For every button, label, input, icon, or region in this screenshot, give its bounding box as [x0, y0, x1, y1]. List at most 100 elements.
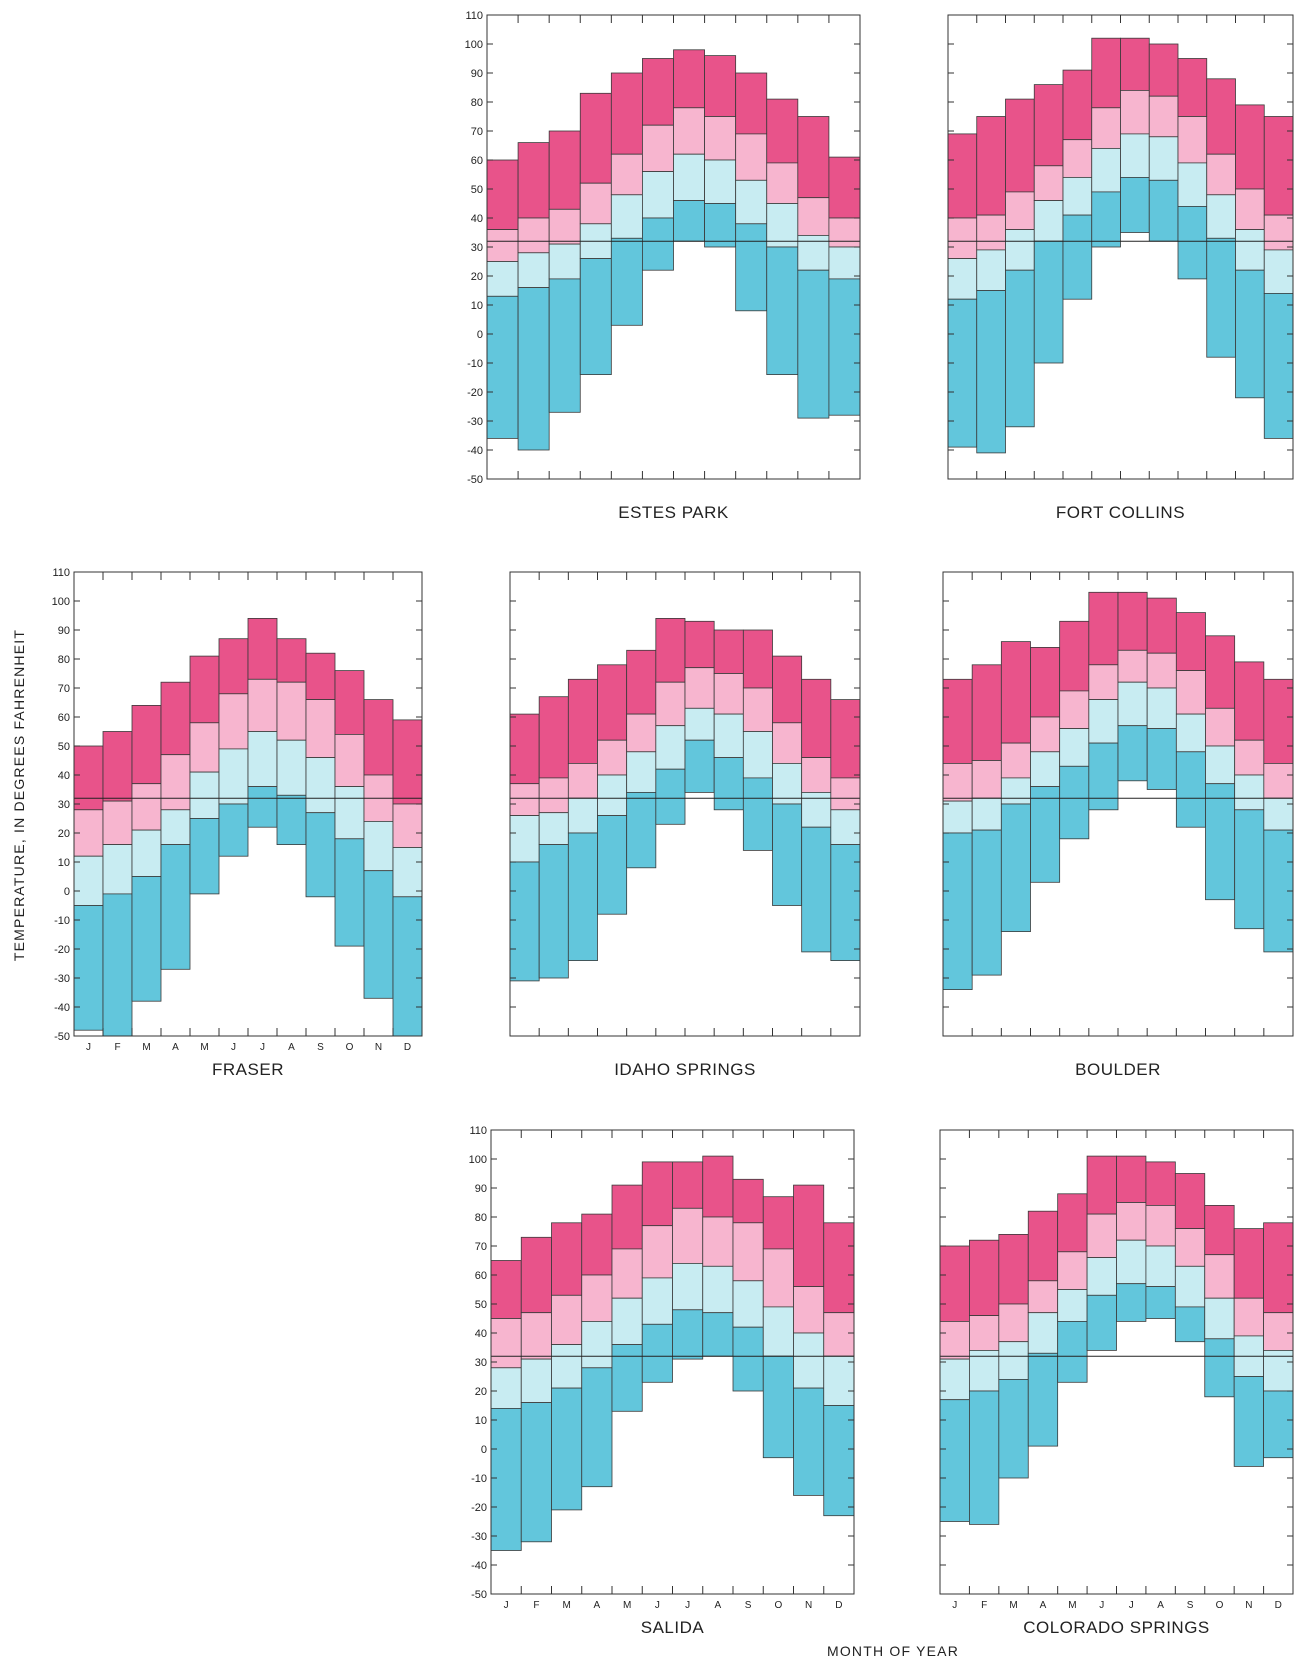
- extreme-low-band: [1234, 809, 1265, 930]
- extreme-high-band: [672, 1161, 704, 1209]
- mean-low-band: [797, 234, 830, 271]
- extreme-low-band: [131, 876, 162, 1002]
- month-label: D: [404, 1042, 411, 1053]
- extreme-low-band: [102, 893, 133, 1037]
- mean-low-band: [1263, 797, 1294, 831]
- extreme-low-band: [801, 826, 832, 953]
- extreme-high-band: [742, 629, 773, 689]
- extreme-high-band: [551, 1222, 583, 1296]
- extreme-low-band: [1000, 803, 1031, 932]
- mean-high-band: [702, 1216, 734, 1267]
- mean-high-band: [1086, 1213, 1117, 1258]
- mean-high-band: [247, 678, 278, 732]
- extreme-low-band: [713, 757, 744, 811]
- month-label: J: [1099, 1600, 1104, 1611]
- mean-high-band: [971, 760, 1002, 799]
- extreme-high-band: [793, 1184, 825, 1287]
- mean-high-band: [801, 757, 832, 793]
- y-tick-label: 0: [481, 1444, 487, 1456]
- mean-high-band: [672, 1207, 704, 1264]
- extreme-high-band: [610, 72, 643, 155]
- month-label: J: [231, 1042, 236, 1053]
- month-label: A: [594, 1600, 601, 1611]
- mean-low-band: [735, 179, 768, 225]
- extreme-low-band: [247, 786, 278, 828]
- extreme-high-band: [1177, 58, 1208, 117]
- extreme-low-band: [1145, 1286, 1176, 1319]
- extreme-high-band: [797, 116, 830, 199]
- mean-high-band: [1116, 1202, 1147, 1241]
- extreme-high-band: [1263, 116, 1294, 216]
- extreme-high-band: [1005, 98, 1035, 193]
- extreme-low-band: [567, 832, 598, 961]
- mean-low-band: [672, 1263, 704, 1311]
- extreme-high-band: [998, 1234, 1029, 1305]
- month-label: A: [1157, 1600, 1164, 1611]
- extreme-high-band: [713, 629, 744, 674]
- mean-low-band: [1148, 136, 1179, 181]
- month-label: A: [715, 1600, 722, 1611]
- extreme-low-band: [1033, 240, 1064, 364]
- y-tick-label: 100: [52, 596, 70, 608]
- extreme-high-band: [1174, 1173, 1206, 1229]
- mean-low-band: [1057, 1289, 1088, 1322]
- panel-title: COLORADO SPRINGS: [1023, 1618, 1210, 1637]
- mean-high-band: [1205, 707, 1236, 747]
- mean-high-band: [655, 681, 686, 727]
- extreme-high-band: [969, 1239, 1000, 1316]
- extreme-high-band: [538, 696, 569, 779]
- mean-low-band: [828, 246, 861, 280]
- extreme-high-band: [1204, 1205, 1235, 1256]
- y-tick-label: -20: [54, 944, 70, 956]
- extreme-high-band: [392, 719, 423, 805]
- extreme-low-band: [1235, 269, 1265, 399]
- y-tick-label: 40: [58, 770, 70, 782]
- extreme-high-band: [611, 1184, 643, 1250]
- chart-panels: 1101009080706050403020100-10-20-30-40-50…: [52, 10, 1294, 1637]
- extreme-high-band: [971, 664, 1002, 761]
- extreme-low-band: [1117, 725, 1148, 782]
- month-label: N: [375, 1042, 382, 1053]
- extreme-high-band: [1148, 43, 1179, 97]
- y-tick-label: 50: [475, 1299, 487, 1311]
- extreme-low-band: [1005, 269, 1035, 428]
- extreme-low-band: [1027, 1352, 1059, 1447]
- month-label: O: [346, 1042, 354, 1053]
- y-tick-label: 70: [471, 126, 483, 138]
- extreme-low-band: [520, 1402, 552, 1543]
- y-tick-label: 110: [52, 567, 70, 579]
- extreme-low-band: [73, 905, 104, 1031]
- extreme-low-band: [1091, 191, 1121, 248]
- extreme-low-band: [610, 237, 643, 326]
- mean-high-band: [1148, 95, 1179, 138]
- mean-low-band: [1027, 1312, 1059, 1354]
- mean-low-band: [486, 261, 519, 297]
- month-label: A: [288, 1042, 295, 1053]
- extreme-high-band: [1030, 647, 1061, 718]
- extreme-low-band: [642, 217, 674, 271]
- extreme-low-band: [1204, 1338, 1235, 1398]
- extreme-low-band: [392, 896, 423, 1037]
- month-label: D: [1275, 1600, 1282, 1611]
- extreme-high-band: [1027, 1210, 1059, 1282]
- mean-high-band: [830, 777, 861, 811]
- y-tick-label: -30: [54, 973, 70, 985]
- mean-low-band: [490, 1367, 522, 1409]
- extreme-low-band: [1148, 179, 1179, 242]
- month-label: J: [655, 1600, 660, 1611]
- mean-high-band: [1120, 90, 1150, 135]
- extreme-low-band: [969, 1390, 1000, 1525]
- extreme-low-band: [702, 1312, 734, 1357]
- extreme-high-band: [1117, 591, 1148, 651]
- mean-low-band: [509, 815, 540, 863]
- mean-high-band: [551, 1294, 583, 1346]
- month-label: J: [1129, 1600, 1134, 1611]
- mean-low-band: [102, 844, 133, 895]
- month-label: F: [114, 1042, 120, 1053]
- extreme-high-band: [1205, 635, 1236, 709]
- extreme-low-band: [1146, 728, 1177, 790]
- extreme-high-band: [626, 649, 657, 715]
- extreme-low-band: [976, 290, 1006, 454]
- extreme-low-band: [766, 246, 799, 375]
- extreme-high-band: [1088, 591, 1119, 666]
